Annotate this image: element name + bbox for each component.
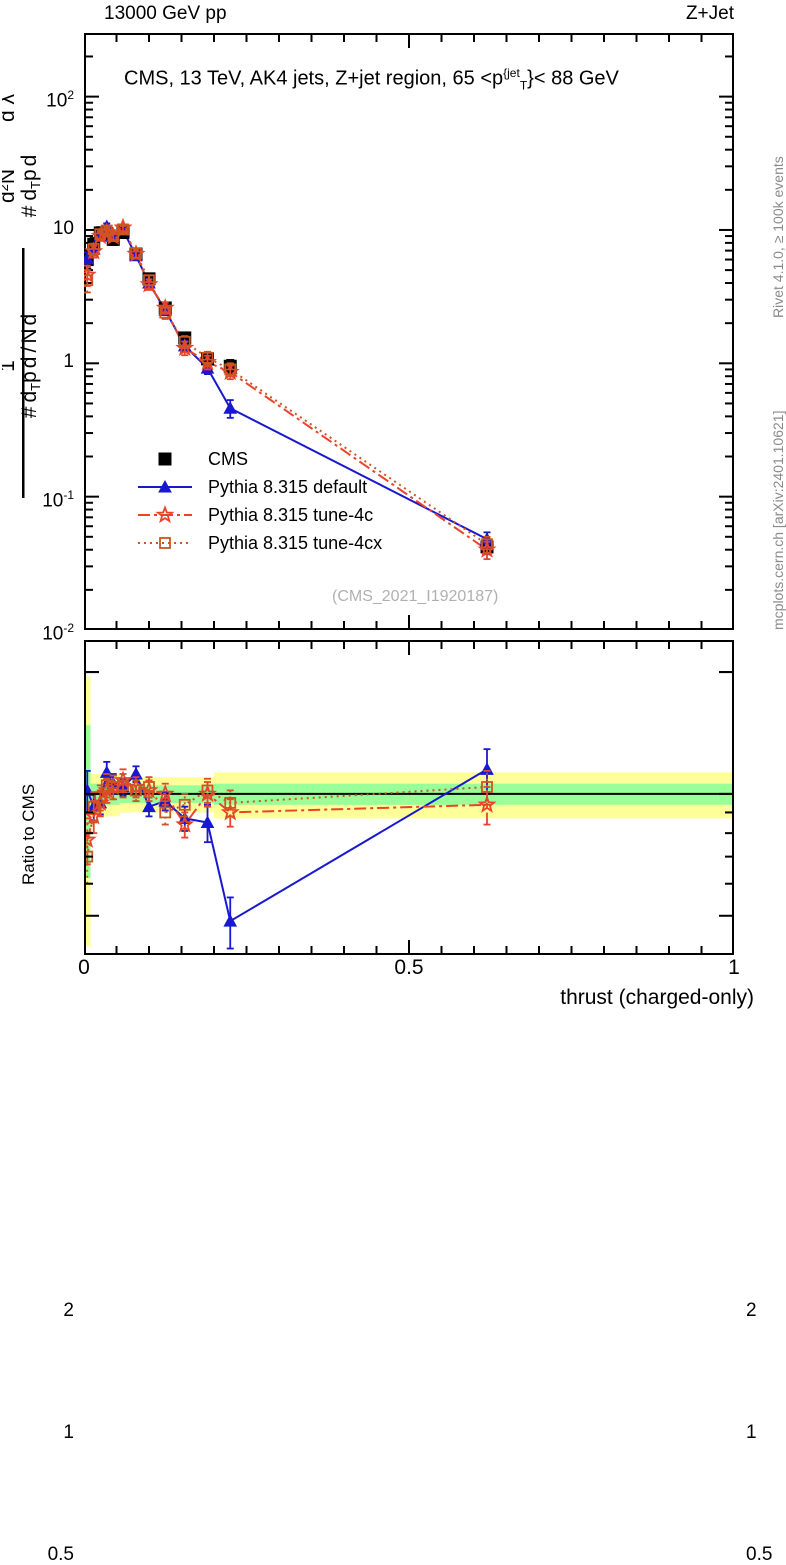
ratio-ylabel: Ratio to CMS [14,740,44,890]
svg-text:#dTpd: #dTpd [18,155,43,218]
ratio-ytick-label: 0.5 [47,1543,74,1565]
marker [224,797,237,809]
main-ytick-label: 10 [52,217,74,239]
marker [158,452,172,466]
marker [87,243,100,255]
ratio-ytick-label: 1 [63,1421,74,1443]
ratio-ytick-label-right: 0.5 [746,1543,773,1565]
svg-text:Ratio to CMS: Ratio to CMS [19,784,38,885]
marker [200,815,215,828]
analysis-id-watermark: (CMS_2021_I1920187) [332,588,499,605]
marker [143,781,155,793]
xtick-labels: 0 0.5 1 [0,956,786,988]
legend-label: Pythia 8.315 default [208,477,368,497]
legend-item[interactable]: Pythia 8.315 default [136,476,367,498]
marker [100,779,113,792]
main-ytick-label: 1 [63,351,74,373]
plot-title-after: }< 88 GeV [527,67,619,90]
ratio-ytick-labels-right: 0.5 1 2 [734,640,786,1564]
legend-swatch-open-star [138,505,192,524]
marker [201,351,214,364]
svg-text:d λ: d λ [2,93,19,122]
rivet-version-label: Rivet 4.1.0, ≥ 100k events [770,156,786,318]
marker [223,914,238,927]
ratio-ytick-label-right: 1 [746,1421,757,1443]
marker [477,794,497,813]
legend-label: Pythia 8.315 tune-4c [208,505,374,525]
main-ytick-label: 10-1 [42,487,74,511]
marker [480,762,494,775]
marker [201,784,214,797]
svg-text:1: 1 [2,360,19,372]
mcplots-source-label: mcplots.cern.ch [arXiv:2401.10621] [770,410,786,630]
marker [142,799,156,813]
marker [159,806,172,819]
marker [107,230,120,242]
marker [158,479,172,493]
plot-title-sup: {jet [503,66,520,80]
xtick-label: 0.5 [394,956,424,979]
marker [178,335,191,348]
legend-item[interactable]: Pythia 8.315 tune-4c [136,504,373,526]
marker [84,806,104,825]
marker [143,274,155,287]
xaxis-label: thrust (charged-only) [560,986,754,1009]
main-plot-panel [84,33,734,630]
marker [84,829,97,848]
marker [117,223,129,236]
marker [155,783,175,802]
legend-item[interactable]: Pythia 8.315 tune-4cx [136,532,382,554]
marker [130,247,142,260]
marker [481,538,493,551]
header-left-label: 13000 GeV pp [104,3,227,24]
marker [223,401,238,414]
marker [159,306,172,319]
marker [159,537,171,549]
main-ytick-label: 10-2 [42,621,74,645]
plot-title-sub: T [519,78,528,93]
plot-title: CMS, 13 TeV, AK4 jets, Z+jet region, 65 … [124,64,619,96]
marker [84,274,94,287]
legend-swatch-filled-square [158,452,172,466]
marker [224,363,237,376]
legend-swatch-filled-triangle [138,479,192,493]
marker [87,800,100,813]
plot-title-before: CMS, 13 TeV, AK4 jets, Z+jet region, 65 … [124,67,504,90]
header-right-label: Z+Jet [685,3,734,24]
xtick-label: 1 [728,956,740,979]
marker [155,505,175,524]
marker [175,814,195,833]
legend: CMS Pythia 8.315 default Pythia 8.315 tune… [136,448,476,568]
marker [178,798,191,811]
legend-label: CMS [208,449,248,469]
marker [130,784,142,797]
marker [481,781,493,793]
svg-text:d2N: d2N [2,169,19,203]
main-ylabel: #dTpd/Nd 1 #dTpd d2N d λ [2,36,44,626]
xtick-label: 0 [78,956,90,979]
marker [117,779,129,792]
main-ytick-label: 102 [46,87,74,111]
ratio-ytick-label: 2 [63,1300,74,1322]
legend-label: Pythia 8.315 tune-4cx [208,533,383,553]
ratio-ytick-label-right: 2 [746,1300,757,1322]
marker [84,264,97,283]
main-ytick-labels: 10-2 10-1 1 10 102 [0,0,84,645]
legend-item[interactable]: CMS [136,448,248,470]
legend-swatch-open-square [138,537,192,549]
ratio-plot-panel [84,640,734,955]
